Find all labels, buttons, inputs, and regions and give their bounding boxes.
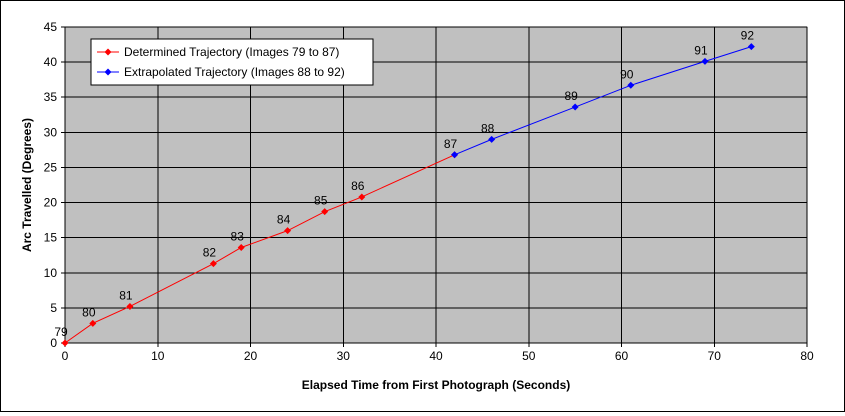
data-label: 79 [54, 325, 68, 339]
data-point [747, 43, 755, 51]
x-tick-label: 10 [151, 349, 165, 363]
data-label: 86 [351, 179, 365, 193]
legend-label: Extrapolated Trajectory (Images 88 to 92… [124, 65, 345, 79]
data-point [126, 302, 134, 310]
x-tick-label: 80 [800, 349, 814, 363]
x-tick-label: 20 [244, 349, 258, 363]
series-2 [451, 43, 755, 159]
legend-label: Determined Trajectory (Images 79 to 87) [124, 45, 339, 59]
series-layer [61, 43, 755, 347]
y-tick-label: 35 [44, 90, 58, 104]
data-point [571, 103, 579, 111]
y-tick-label: 5 [50, 301, 57, 315]
data-point [89, 319, 97, 327]
data-label: 81 [119, 288, 133, 302]
legend-marker [104, 68, 112, 76]
data-labels: 79 80 81 82 83 84 85 86 87 88 89 90 91 92 [54, 29, 754, 339]
legend-item: Extrapolated Trajectory (Images 88 to 92… [97, 65, 345, 79]
data-point [237, 243, 245, 251]
x-axis-label: Elapsed Time from First Photograph (Seco… [302, 378, 570, 392]
x-tick-labels: 0 10 20 30 40 50 60 70 80 [62, 349, 814, 363]
data-label: 88 [481, 121, 495, 135]
data-label: 84 [277, 213, 291, 227]
y-tick-label: 45 [44, 20, 58, 34]
x-tick-label: 60 [615, 349, 629, 363]
data-label: 82 [203, 246, 217, 260]
data-point [627, 81, 635, 89]
data-label: 92 [741, 29, 755, 43]
y-tick-label: 40 [44, 55, 58, 69]
data-point [451, 151, 459, 159]
x-tick-label: 50 [522, 349, 536, 363]
axes [61, 26, 808, 347]
data-point [358, 193, 366, 201]
y-tick-label: 30 [44, 125, 58, 139]
x-tick-label: 0 [62, 349, 69, 363]
legend-box [90, 38, 374, 86]
data-label: 91 [694, 43, 708, 57]
y-axis-label: Arc Travelled (Degrees) [20, 118, 34, 252]
data-point [321, 208, 329, 216]
y-tick-labels: 0 5 10 15 20 25 30 35 40 45 [44, 20, 58, 350]
data-point [284, 227, 292, 235]
y-tick-label: 25 [44, 160, 58, 174]
data-point [701, 57, 709, 65]
x-tick-label: 70 [708, 349, 722, 363]
data-point [488, 135, 496, 143]
data-point [61, 339, 69, 347]
data-point [209, 260, 217, 268]
series-1 [61, 151, 459, 347]
legend-marker [104, 48, 112, 56]
series-line [454, 46, 752, 156]
y-tick-label: 15 [44, 231, 58, 245]
x-tick-label: 30 [337, 349, 351, 363]
legend: Determined Trajectory (Images 79 to 87) E… [90, 38, 374, 86]
data-label: 89 [564, 89, 578, 103]
y-tick-label: 10 [44, 266, 58, 280]
data-label: 80 [82, 305, 96, 319]
legend-item: Determined Trajectory (Images 79 to 87) [97, 45, 339, 59]
data-label: 90 [620, 67, 634, 81]
data-label: 87 [444, 137, 458, 151]
y-tick-label: 0 [50, 336, 57, 350]
y-tick-label: 20 [44, 196, 58, 210]
data-label: 85 [314, 194, 328, 208]
data-label: 83 [231, 229, 245, 243]
x-tick-label: 40 [429, 349, 443, 363]
